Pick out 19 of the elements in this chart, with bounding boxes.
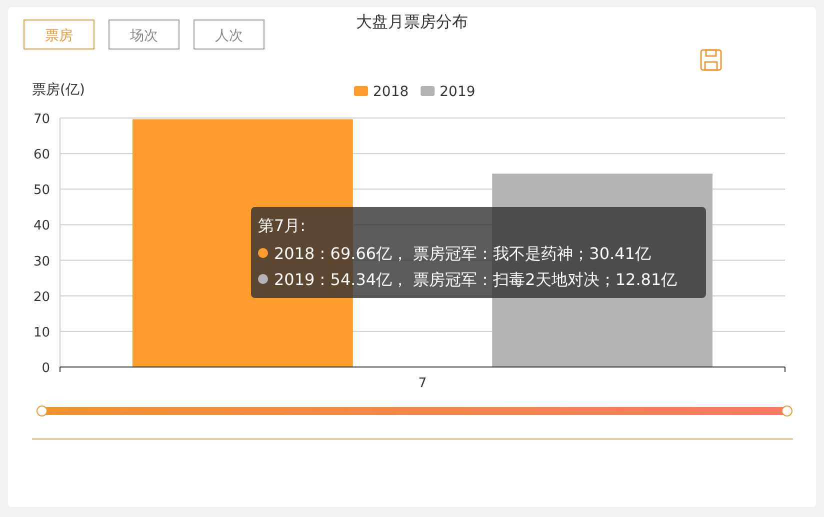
annotation: 2019 : 54.34亿， 票房冠军：扫毒2天地对决；12.81亿 xyxy=(274,270,678,289)
x-tick-label: 7 xyxy=(418,376,427,391)
text: 票房 xyxy=(45,28,73,44)
y-tick-label: 30 xyxy=(33,254,50,270)
annotation: 第7月: xyxy=(258,216,306,235)
y-tick-label: 70 xyxy=(33,112,50,127)
annotation: 2018 : 69.66亿， 票房冠军：我不是药神；30.41亿 xyxy=(274,244,651,263)
y-tick-label: 0 xyxy=(42,361,50,376)
y-tick-label: 60 xyxy=(33,148,50,163)
chart-title: 大盘月票房分布 xyxy=(356,12,468,31)
text: 场次 xyxy=(129,28,158,44)
y-tick-label: 50 xyxy=(33,183,50,198)
y-axis-title: 票房(亿) xyxy=(32,82,85,98)
legend-label: 2019 xyxy=(440,84,476,100)
legend-label: 2018 xyxy=(373,84,409,100)
text: 人次 xyxy=(215,28,243,44)
y-tick-label: 20 xyxy=(33,290,50,305)
y-tick-label: 40 xyxy=(33,218,50,234)
y-tick-label: 10 xyxy=(33,325,50,340)
